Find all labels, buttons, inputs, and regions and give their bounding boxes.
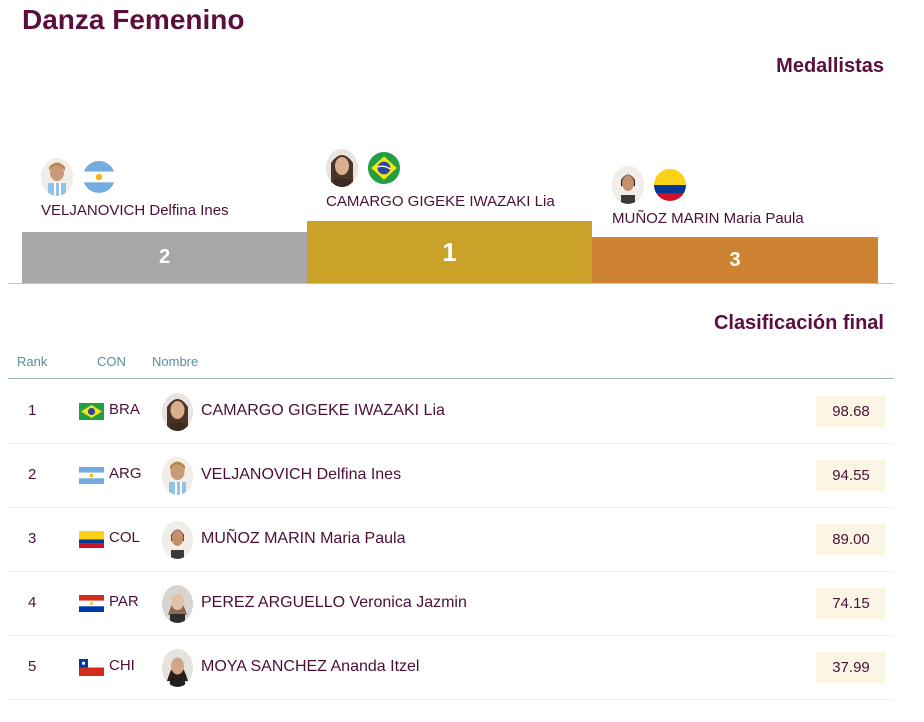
podium-step-first: 1 xyxy=(307,221,592,283)
flag-col-icon xyxy=(654,169,686,201)
athlete-photo-icon xyxy=(162,457,193,495)
row-country-code[interactable]: BRA xyxy=(109,401,140,418)
podium-athlete-first[interactable]: CAMARGO GIGEKE IWAZAKI Lia xyxy=(326,149,555,210)
table-row[interactable]: 5 CHI MOYA SANCHEZ Ananda Itzel 37.99 xyxy=(8,636,894,700)
table-row[interactable]: 1 BRA CAMARGO GIGEKE IWAZAKI Lia 98.68 xyxy=(8,380,894,444)
column-header-rank[interactable]: Rank xyxy=(17,354,48,369)
flag-bra-icon xyxy=(368,152,400,184)
athlete-photo-icon xyxy=(162,585,193,623)
flag-arg-icon xyxy=(83,161,115,193)
row-rank: 3 xyxy=(28,530,37,547)
row-rank: 2 xyxy=(28,466,37,483)
row-country-code[interactable]: PAR xyxy=(109,593,139,610)
table-row[interactable]: 4 PAR PEREZ ARGUELLO Veronica Jazmin 74.15 xyxy=(8,572,894,636)
row-score: 94.55 xyxy=(816,460,886,491)
row-rank: 1 xyxy=(28,402,37,419)
podium-athlete-second[interactable]: VELJANOVICH Delfina Ines xyxy=(41,158,229,219)
flag-bra-icon xyxy=(79,403,104,420)
athlete-photo-icon xyxy=(162,649,193,687)
table-row[interactable]: 2 ARG VELJANOVICH Delfina Ines 94.55 xyxy=(8,444,894,508)
row-country-code[interactable]: ARG xyxy=(109,465,142,482)
table-header-divider xyxy=(8,378,894,379)
row-score: 98.68 xyxy=(816,396,886,427)
podium-step-second: 2 xyxy=(22,232,307,283)
row-athlete-name[interactable]: VELJANOVICH Delfina Ines xyxy=(201,466,402,483)
row-country-code[interactable]: COL xyxy=(109,529,140,546)
podium-place-label: 2 xyxy=(158,246,171,268)
table-row[interactable]: 3 COL MUÑOZ MARIN Maria Paula 89.00 xyxy=(8,508,894,572)
athlete-photo-icon xyxy=(326,149,358,187)
athlete-photo-icon xyxy=(162,393,193,431)
column-header-con[interactable]: CON xyxy=(97,354,126,369)
row-country-code[interactable]: CHI xyxy=(109,657,135,674)
podium-place-label: 1 xyxy=(442,236,457,267)
row-athlete-name[interactable]: PEREZ ARGUELLO Veronica Jazmin xyxy=(201,594,467,611)
row-rank: 4 xyxy=(28,594,37,611)
podium-athlete-name: CAMARGO GIGEKE IWAZAKI Lia xyxy=(326,193,555,210)
row-athlete-name[interactable]: MUÑOZ MARIN Maria Paula xyxy=(201,530,406,547)
podium-place-label: 3 xyxy=(729,248,741,271)
podium-athlete-third[interactable]: MUÑOZ MARIN Maria Paula xyxy=(612,166,804,227)
athlete-photo-icon xyxy=(162,521,193,559)
podium-athlete-name: MUÑOZ MARIN Maria Paula xyxy=(612,210,804,227)
athlete-photo-icon xyxy=(612,166,644,204)
flag-par-icon xyxy=(79,595,104,612)
podium-baseline xyxy=(8,283,894,284)
page-title: Danza Femenino xyxy=(22,4,245,35)
flag-arg-icon xyxy=(79,467,104,484)
athlete-photo-icon xyxy=(41,158,73,196)
row-score: 89.00 xyxy=(816,524,886,555)
row-score: 74.15 xyxy=(816,588,886,619)
flag-col-icon xyxy=(79,531,104,548)
row-score: 37.99 xyxy=(816,652,886,683)
podium-athlete-name: VELJANOVICH Delfina Ines xyxy=(41,202,229,219)
row-athlete-name[interactable]: MOYA SANCHEZ Ananda Itzel xyxy=(201,658,420,675)
podium-step-third: 3 xyxy=(592,237,878,283)
standings-heading: Clasificación final xyxy=(713,312,884,334)
row-athlete-name[interactable]: CAMARGO GIGEKE IWAZAKI Lia xyxy=(201,402,445,419)
flag-chi-icon xyxy=(79,659,104,676)
row-rank: 5 xyxy=(28,658,37,675)
column-header-name[interactable]: Nombre xyxy=(152,354,199,369)
medallists-heading: Medallistas xyxy=(776,55,884,77)
